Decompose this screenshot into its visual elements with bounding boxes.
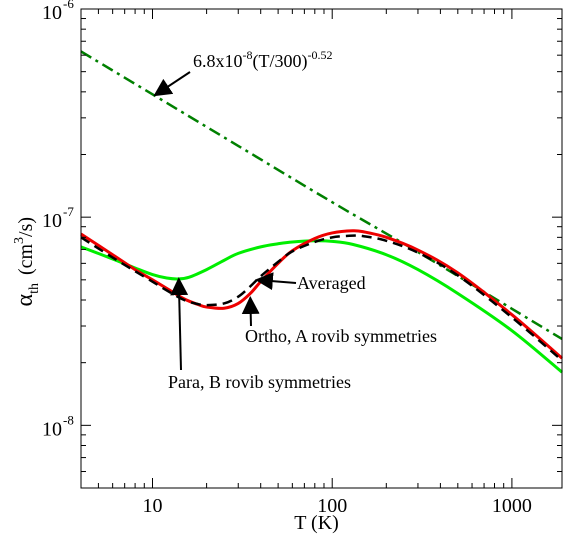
x-tick-label: 10 — [143, 495, 163, 517]
y-tick-label: 10 — [42, 2, 62, 24]
y-tick-exponent: -7 — [63, 204, 74, 219]
y-axis-label: αth(cm3/s) — [12, 217, 42, 307]
annotation-averaged-label: Averaged — [297, 273, 366, 293]
plot-frame — [80, 8, 563, 489]
x-axis-label: T (K) — [294, 512, 339, 534]
annotation-fit-label: 6.8x10-8(T/300)-0.52 — [193, 48, 332, 72]
series-line-averaged — [80, 234, 563, 362]
y-tick-label: 10 — [42, 418, 62, 440]
annotation-ortho-label: Ortho, A rovib symmetries — [245, 326, 437, 346]
x-tick-label: 100 — [317, 495, 347, 517]
x-tick-label: 1000 — [492, 495, 532, 517]
ticks-layer — [80, 8, 562, 489]
series-line-fit — [80, 50, 563, 341]
annotation-arrow-averaged-label — [254, 272, 297, 291]
annotation-para-label: Para, B rovib symmetries — [168, 372, 351, 392]
annotation-arrow-fit-label — [153, 71, 191, 97]
annotation-arrow-para-label — [170, 277, 189, 371]
series-line-para-b — [80, 239, 563, 374]
y-tick-exponent: -6 — [63, 0, 74, 11]
y-tick-label: 10 — [42, 210, 62, 232]
annotation-arrow-ortho-label — [241, 295, 260, 327]
series-layer — [80, 50, 563, 374]
y-tick-exponent: -8 — [63, 412, 74, 427]
annotation-layer: 6.8x10-8(T/300)-0.52 Averaged Ortho, A rov… — [153, 48, 437, 392]
